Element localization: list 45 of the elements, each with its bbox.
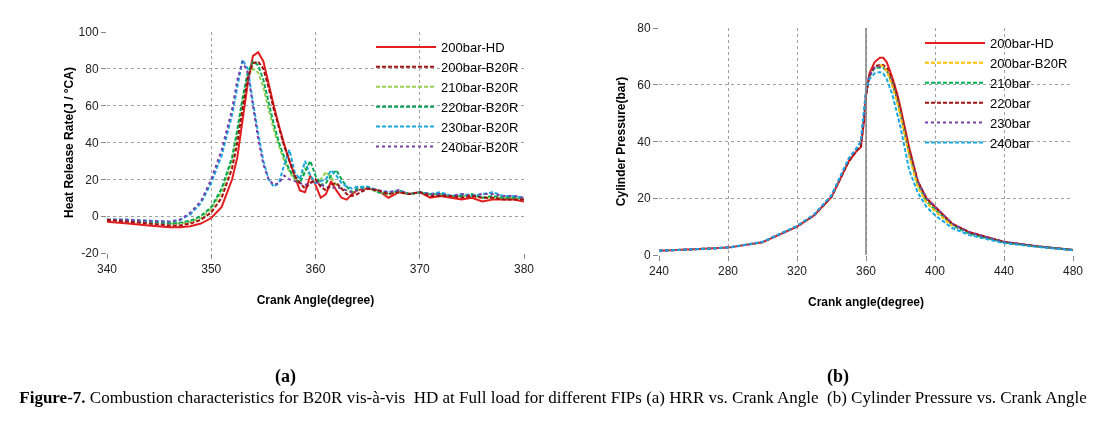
y-tick-label: -20 <box>81 246 99 261</box>
x-axis-title: Crank angle(degree) <box>807 295 925 310</box>
legend-label: 200bar-B20R <box>990 55 1068 71</box>
y-tick-label: 0 <box>643 248 651 263</box>
legend-label: 240bar-B20R <box>441 139 519 155</box>
line-series <box>878 63 954 228</box>
x-tick-label: 350 <box>201 262 222 277</box>
y-tick-label: 40 <box>85 135 99 150</box>
y-tick-label: 60 <box>85 98 99 113</box>
x-tick-label: 360 <box>855 264 877 279</box>
x-axis-title: Crank Angle(degree) <box>256 293 375 308</box>
x-tick-label: 340 <box>96 262 118 277</box>
x-tick-label: 480 <box>1062 264 1084 279</box>
x-tick-label: 280 <box>717 264 739 279</box>
text: Combustion characteristics for B20R vis-à-vis HD at Full load for different FIPs (a) HRR vs. Crank Angle (b) Cylinder Pressure vs. Crank Angle <box>89 388 1087 407</box>
y-tick-label: 80 <box>637 21 651 36</box>
legend-label: 220bar-B20R <box>441 99 519 115</box>
legend-label: 230bar-B20R <box>441 119 519 135</box>
legend-label: 210bar <box>990 75 1032 91</box>
y-tick-label: 20 <box>637 191 651 206</box>
text: (b) <box>827 366 849 387</box>
y-tick-label: 60 <box>637 77 651 92</box>
legend-label: 200bar-HD <box>441 40 505 56</box>
x-tick-label: 370 <box>409 262 431 277</box>
y-axis-title: Cylinder Pressure(bar) <box>614 76 628 207</box>
y-axis-title: Heat Release Rate(J / °CA) <box>62 67 76 218</box>
x-tick-label: 320 <box>786 264 808 279</box>
legend-label: 200bar-B20R <box>441 59 519 75</box>
y-tick-label: 20 <box>85 172 99 187</box>
legend-label: 210bar-B20R <box>441 79 519 95</box>
x-tick-label: 440 <box>993 264 1015 279</box>
legend-label: 200bar-HD <box>990 36 1054 52</box>
text: (a) <box>275 366 296 387</box>
y-tick-label: 40 <box>637 134 651 149</box>
y-tick-label: 100 <box>78 25 99 40</box>
legend-label: 240bar <box>990 135 1032 151</box>
y-tick-label: 80 <box>85 62 99 77</box>
legend-label: 230bar <box>990 115 1032 131</box>
x-tick-label: 360 <box>305 262 326 277</box>
x-tick-label: 400 <box>924 264 946 279</box>
x-tick-label: 380 <box>513 262 535 277</box>
legend-label: 220bar <box>990 95 1032 111</box>
x-tick-label: 240 <box>648 264 670 279</box>
y-tick-label: 0 <box>91 209 99 224</box>
text: Figure-7. <box>19 388 86 407</box>
